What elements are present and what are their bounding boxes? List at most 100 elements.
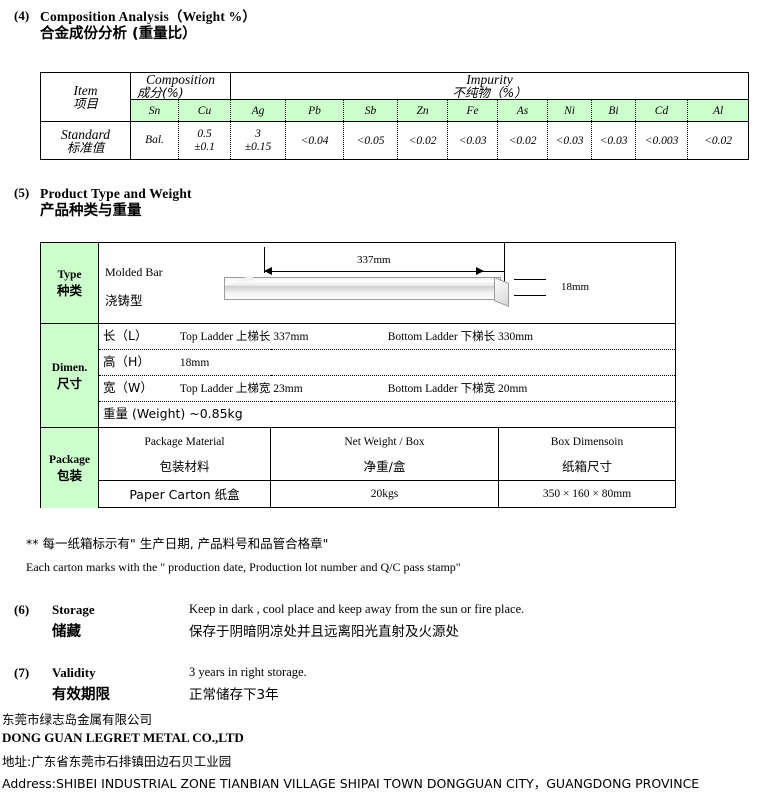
section-heading-product: (5) Product Type and Weight 产品种类与重量 (0, 185, 192, 221)
standard-label-cn: 标准值 (66, 139, 105, 155)
type-value-cn: 浇铸型 (105, 293, 143, 308)
composition-value-row: Standard 标准值 Bal. 0.5 ±0.1 3 ±0.15 <0.04… (40, 121, 750, 160)
package-header-boxdim-cn: 纸箱尺寸 (561, 458, 612, 474)
validity-block: (7) Validity 有效期限 3 years in right stora… (14, 665, 754, 705)
diagram-arrow-right-icon (476, 267, 484, 275)
section-title-composition-en: Composition Analysis（Weight %） (40, 9, 257, 24)
dimen-label-cn: 尺寸 (56, 375, 82, 391)
dimension-length-cell: 长（L） Top Ladder 上梯长 337mm Bottom Ladder … (98, 323, 676, 350)
item-header-en: Item (73, 83, 98, 98)
note-carton-cn: ** 每一纸箱标示有" 生产日期, 产品料号和品管合格章" (26, 536, 329, 551)
element-header-pb: Pb (285, 99, 345, 122)
diagram-height-tick-bottom (514, 295, 546, 296)
storage-label-en: Storage (52, 602, 95, 617)
value-ag: 3 (255, 127, 261, 140)
value-sn: Bal. (145, 134, 164, 146)
bar-diagram: 337mm 18mm (224, 243, 694, 323)
footer-company-cn: 东莞市绿志岛金属有限公司 (2, 712, 153, 727)
section-number-7: (7) (14, 665, 30, 680)
value-cell-zn: <0.02 (397, 121, 449, 160)
product-type-row: Type 种类 Molded Bar 浇铸型 337mm (40, 242, 676, 324)
package-header-netweight-cn: 净重/盒 (363, 458, 406, 474)
package-header-material-en: Package Material (144, 435, 225, 448)
package-value-material: Paper Carton 纸盒 (98, 480, 271, 508)
package-header-material-cn: 包装材料 (159, 458, 210, 474)
validity-value-en: 3 years in right storage. (189, 665, 307, 679)
dimension-width-key: 宽（W） (103, 380, 153, 395)
section-heading-composition: (4) Composition Analysis（Weight %） 合金成份分… (0, 8, 256, 44)
diagram-arrow-left-icon (264, 267, 272, 275)
dimension-weight-cell: 重量 (Weight) ~0.85kg (98, 401, 676, 428)
composition-element-row: Sn Cu Ag Pb Sb Zn Fe As Ni Bi Cd Al (41, 99, 750, 122)
diagram-length-label: 337mm (357, 254, 391, 266)
section-title-composition-cn: 合金成份分析 (重量比） (40, 26, 197, 42)
section-title-product-cn: 产品种类与重量 (40, 203, 142, 219)
value-cu: 0.5 (197, 127, 212, 140)
tol-ag: ±0.15 (244, 140, 272, 153)
impurity-header-cn: 不纯物（%） (452, 85, 527, 100)
dimension-height-cell: 高（H） 18mm (98, 349, 676, 376)
dimension-row-width: 宽（W） Top Ladder 上梯宽 23mm Bottom Ladder 下… (41, 375, 676, 402)
package-header-netweight: Net Weight / Box 净重/盒 (270, 427, 499, 481)
value-cell-sn: Bal. (130, 121, 179, 160)
diagram-height-tick-top (514, 279, 546, 280)
type-label-en: Type (57, 269, 82, 281)
storage-value-cn: 保存于阴暗阴凉处并且远离阳光直射及火源处 (189, 624, 459, 640)
storage-label-cn: 储藏 (52, 624, 81, 640)
value-cell-pb: <0.04 (285, 121, 345, 160)
value-cell-al: <0.02 (687, 121, 750, 160)
footer-address-en: Address:SHIBEI INDUSTRIAL ZONE TIANBIAN … (2, 776, 700, 791)
impurity-header-cell: Impurity 不纯物（%） (230, 72, 750, 100)
dimension-width-cell: 宽（W） Top Ladder 上梯宽 23mm Bottom Ladder 下… (98, 375, 676, 402)
package-header-row: Package 包装 Package Material 包装材料 Net Wei… (40, 427, 676, 508)
element-header-cd: Cd (635, 99, 689, 122)
package-header-boxdim-en: Box Dimensoin (550, 435, 624, 448)
bar-end-face (494, 277, 509, 308)
element-header-al: Al (687, 99, 750, 122)
validity-label-en: Validity (52, 665, 96, 680)
note-carton-en: Each carton marks with the " production … (26, 560, 461, 574)
package-value-row: Paper Carton 纸盒 20kgs 350 × 160 × 80mm (41, 480, 676, 508)
dimension-width-bottom: Bottom Ladder 下梯宽 20mm (387, 383, 528, 395)
section-number-4: (4) (14, 8, 30, 23)
item-header-cell: Item 项目 (40, 72, 131, 122)
dimension-height-key: 高（H） (103, 354, 150, 369)
dimension-row-weight: 重量 (Weight) ~0.85kg (41, 401, 676, 428)
value-cell-ni: <0.03 (547, 121, 593, 160)
tol-cu: ±0.1 (194, 140, 215, 153)
value-cell-sb: <0.05 (343, 121, 399, 160)
type-label-cn: 种类 (56, 283, 82, 298)
footer-address-cn: 地址:广东省东莞市石排镇田边石贝工业园 (2, 754, 232, 769)
section-title-product-en: Product Type and Weight (40, 186, 192, 201)
diagram-left-tick (264, 247, 265, 273)
dimension-width-top: Top Ladder 上梯宽 23mm (179, 383, 303, 395)
value-cell-ag: 3 ±0.15 (230, 121, 287, 160)
package-label-en: Package (49, 453, 90, 466)
element-header-fe: Fe (447, 99, 499, 122)
type-value-en: Molded Bar (105, 265, 163, 279)
element-header-cu: Cu (177, 99, 232, 122)
type-label-cell: Type 种类 (40, 242, 99, 324)
dimension-row-height: 高（H） 18mm (41, 349, 676, 376)
type-value-cell: Molded Bar 浇铸型 337mm 18m (98, 242, 676, 324)
impurity-header-en: Impurity (466, 72, 513, 87)
section-number-6: (6) (14, 602, 30, 617)
dimension-length-top: Top Ladder 上梯长 337mm (179, 331, 309, 343)
package-label-cell: Package 包装 (40, 427, 99, 508)
element-header-sn: Sn (130, 99, 179, 122)
composition-header-cell: Composition 成分(%) (129, 72, 232, 100)
composition-table: Item 项目 Composition 成分(%) Impurity 不纯物（%… (40, 72, 750, 160)
value-cell-bi: <0.03 (591, 121, 637, 160)
validity-label-cn: 有效期限 (52, 687, 110, 703)
dimension-row-length: Dimen. 尺寸 长（L） Top Ladder 上梯长 337mm Bott… (40, 323, 676, 428)
package-label-cn: 包装 (56, 467, 82, 483)
dimension-height-value: 18mm (179, 357, 210, 369)
package-value-netweight: 20kgs (270, 480, 499, 508)
composition-header-row-1: Item 项目 Composition 成分(%) Impurity 不纯物（%… (40, 72, 750, 122)
standard-label-cell: Standard 标准值 (40, 121, 131, 160)
composition-header-en: Composition (146, 72, 216, 87)
bar-front-face (224, 286, 496, 300)
package-value-boxdim: 350 × 160 × 80mm (498, 480, 676, 508)
value-cell-cd: <0.003 (635, 121, 689, 160)
value-cell-fe: <0.03 (447, 121, 499, 160)
